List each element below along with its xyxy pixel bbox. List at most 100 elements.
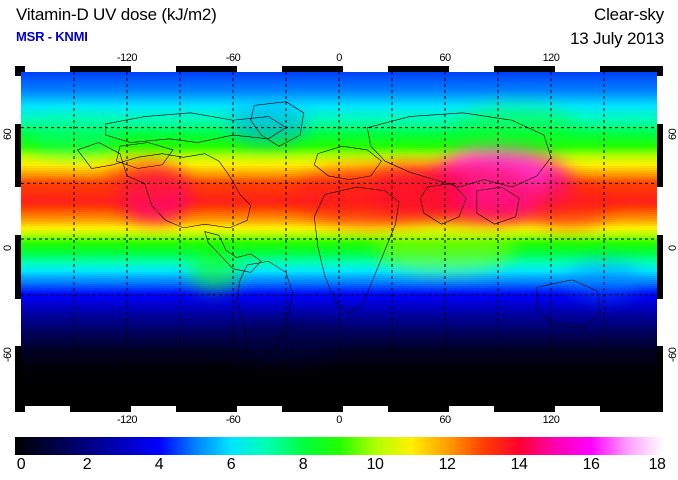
x-tick-notch-bottom [237,406,282,412]
latitude-band [21,100,657,103]
page-title: Vitamin-D UV dose (kJ/m2) [16,5,217,24]
coastline [237,261,294,361]
latitude-band [21,260,657,263]
latitude-band [21,236,657,239]
y-tick-notch-left [15,298,21,347]
colorbar-tick-18: 18 [648,456,666,473]
graticule-overlay [21,72,657,406]
latitude-band [21,328,657,331]
x-tick-notch-bottom [555,406,600,412]
y-tick-label-0: 0 [667,245,678,251]
y-tick-label-60: 60 [2,128,14,140]
map-canvas [21,72,657,406]
latitude-band [21,356,657,359]
latitude-band [21,122,657,125]
latitude-band [21,376,657,379]
latitude-band [21,86,657,89]
latitude-band [21,280,657,283]
latitude-band [21,154,657,157]
latitude-band [21,272,657,275]
colorbar-tick-0: 0 [16,456,26,473]
latitude-band [21,398,657,401]
coastline [106,113,286,143]
latitude-band [21,142,657,145]
latitude-band [21,274,657,277]
x-tick-notch-top [343,66,388,72]
latitude-band [21,298,657,301]
latitude-band [21,94,657,97]
coastline [251,102,304,147]
colorbar-gradient [15,437,663,455]
latitude-band [21,316,657,319]
coastline [21,376,657,380]
latitude-band [21,268,657,271]
latitude-band [21,314,657,317]
latitude-band [21,400,657,403]
latitude-band [21,388,657,391]
latitude-band [21,308,657,311]
coastline-overlay [21,72,657,406]
coastline [205,232,262,273]
latitude-band [21,76,657,79]
latitude-band [21,292,657,295]
latitude-band [21,386,657,389]
latitude-band [21,296,657,299]
latitude-band [21,278,657,281]
latitude-band [21,80,657,83]
y-tick-label--60: -60 [667,347,678,363]
latitude-band [21,286,657,289]
y-tick-label-0: 0 [2,245,14,251]
latitude-band [21,224,657,227]
latitude-band [21,302,657,305]
x-tick-label--60: -60 [225,52,241,64]
coastline [420,183,466,224]
latitude-band [21,368,657,371]
x-tick-notch-bottom [131,406,176,412]
colorbar-tick-14: 14 [510,456,528,473]
sky-condition-label: Clear-sky [594,5,664,24]
latitude-band [21,110,657,113]
latitude-band [21,92,657,95]
y-tick-notch-right [657,298,663,347]
x-tick-label-60: 60 [439,52,451,64]
y-tick-notch-left [15,76,21,124]
x-tick-label-0: 0 [336,414,342,426]
x-tick-label-60: 60 [439,414,451,426]
latitude-band [21,248,657,251]
latitude-band [21,320,657,323]
latitude-band [21,254,657,257]
latitude-band [21,364,657,367]
latitude-band [21,82,657,85]
coastline [314,146,381,179]
latitude-band [21,370,657,373]
latitude-band [21,164,657,167]
latitude-band [21,392,657,395]
x-tick-label-0: 0 [336,52,342,64]
y-tick-label--60: -60 [2,347,14,363]
y-tick-notch-left [15,187,21,235]
latitude-band [21,118,657,121]
latitude-band [21,352,657,355]
latitude-band [21,134,657,137]
latitude-band [21,130,657,133]
latitude-band [21,88,657,91]
uv-anomaly-region [528,183,609,228]
latitude-band [21,362,657,365]
y-tick-notch-right [657,76,663,124]
x-tick-label--120: -120 [116,52,138,64]
colorbar-tick-6: 6 [226,456,236,473]
x-tick-label--120: -120 [116,414,138,426]
latitude-band [21,136,657,139]
latitude-band [21,232,657,235]
chart-header: Vitamin-D UV dose (kJ/m2) MSR - KNMI Cle… [0,0,678,52]
x-tick-notch-top [449,66,494,72]
latitude-band [21,322,657,325]
x-tick-notch-top [131,66,176,72]
latitude-band [21,152,657,155]
colorbar-tick-labels: 0 2 4 6 8 10 12 14 16 18 [15,456,666,478]
latitude-band [21,158,657,161]
x-tick-notch-bottom [343,406,388,412]
y-tick-label-60: 60 [667,128,678,140]
colorbar-tick-16: 16 [582,456,600,473]
coastline [537,280,601,328]
